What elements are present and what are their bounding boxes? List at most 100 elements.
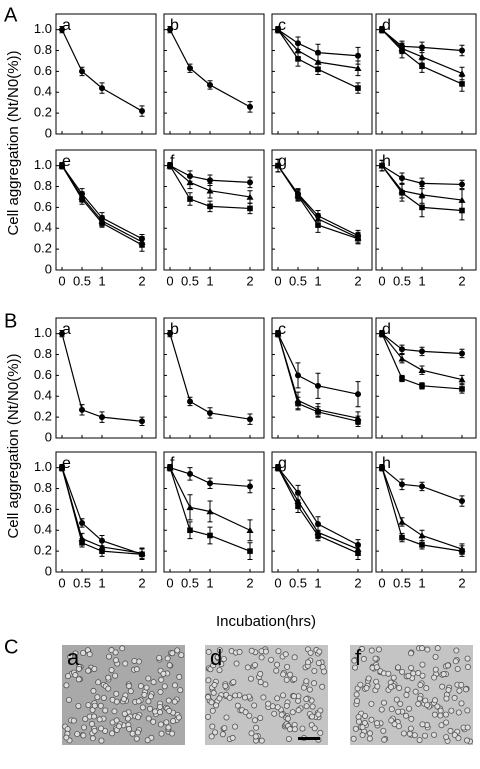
y-tick-label: 0.2: [34, 105, 52, 120]
marker: [419, 204, 425, 211]
plot-frame: [55, 149, 157, 271]
cell: [395, 664, 402, 671]
cell: [161, 683, 168, 690]
series-line: [277, 467, 359, 550]
marker: [207, 409, 213, 416]
cell: [262, 681, 269, 688]
x-tick-label: 1: [314, 273, 321, 288]
x-tick-label: 0: [58, 273, 65, 288]
image-label: a: [67, 645, 80, 670]
plot-frame: [375, 451, 477, 573]
y-tick-label: 0: [45, 261, 52, 276]
cell: [447, 727, 454, 734]
panel-label: b: [170, 321, 179, 338]
series-line: [381, 29, 463, 85]
marker: [59, 26, 65, 33]
cell: [381, 736, 388, 743]
cell: [85, 702, 92, 709]
cell: [144, 737, 151, 744]
cell: [251, 717, 258, 724]
marker: [187, 65, 193, 72]
cell: [278, 711, 285, 718]
cell: [145, 675, 152, 682]
plot-frame: [271, 451, 373, 573]
marker: [315, 382, 321, 389]
cell: [169, 730, 176, 737]
marker: [59, 162, 65, 169]
panel-label: e: [62, 153, 71, 170]
series-line: [61, 165, 143, 243]
cell: [65, 696, 72, 703]
x-tick-label: 1: [98, 575, 105, 590]
marker: [418, 53, 426, 60]
cell: [303, 703, 310, 710]
cell: [91, 665, 98, 672]
cell: [380, 727, 387, 734]
cell: [137, 683, 144, 690]
cell: [247, 675, 254, 682]
cell: [315, 659, 322, 666]
marker: [295, 400, 301, 407]
cell: [353, 691, 360, 698]
x-tick-label: 2: [138, 575, 145, 590]
cell: [160, 670, 167, 677]
cell: [232, 723, 239, 730]
cell: [135, 698, 142, 705]
cell: [411, 732, 418, 739]
cell: [396, 684, 403, 691]
marker: [355, 418, 361, 425]
cell: [360, 655, 367, 662]
x-tick-label: 0: [378, 273, 385, 288]
cell: [133, 735, 140, 742]
cell: [453, 647, 460, 654]
series-line: [61, 467, 143, 555]
cell: [404, 686, 411, 693]
series-line: [381, 333, 463, 390]
marker: [458, 376, 466, 383]
cell: [464, 655, 471, 662]
cell: [156, 703, 163, 710]
cell: [220, 656, 227, 663]
cell: [351, 657, 358, 664]
marker: [99, 220, 105, 226]
cell: [456, 687, 463, 694]
section-label: B: [4, 310, 17, 332]
cell: [280, 692, 287, 699]
y-tick-label: 0.6: [34, 199, 52, 214]
cell: [112, 672, 119, 679]
cell: [275, 648, 282, 655]
cell: [91, 702, 98, 709]
cell: [362, 712, 369, 719]
cell: [419, 721, 426, 728]
cell: [350, 735, 357, 742]
cell: [112, 649, 119, 656]
cell: [221, 725, 228, 732]
marker: [59, 464, 65, 471]
cell: [216, 667, 223, 674]
cell: [119, 645, 126, 652]
marker: [79, 196, 85, 202]
section-label: C: [4, 636, 18, 658]
cell: [75, 702, 82, 709]
series-line: [61, 467, 143, 555]
cell: [258, 654, 265, 661]
cell: [236, 648, 243, 655]
cell: [121, 710, 128, 717]
cell: [451, 731, 458, 738]
marker: [419, 383, 425, 389]
marker: [459, 548, 465, 554]
marker: [139, 108, 145, 115]
cell: [178, 652, 185, 659]
cell: [372, 655, 379, 662]
cell: [412, 688, 419, 695]
y-tick-label: 1.0: [34, 459, 52, 474]
panel-label: g: [278, 455, 287, 472]
panel-label: c: [278, 321, 286, 338]
series-line: [169, 467, 251, 488]
cell: [397, 700, 404, 707]
cell: [125, 682, 132, 689]
cell: [419, 645, 426, 652]
cell: [403, 691, 410, 698]
x-tick-label: 1: [418, 273, 425, 288]
marker: [315, 409, 321, 415]
